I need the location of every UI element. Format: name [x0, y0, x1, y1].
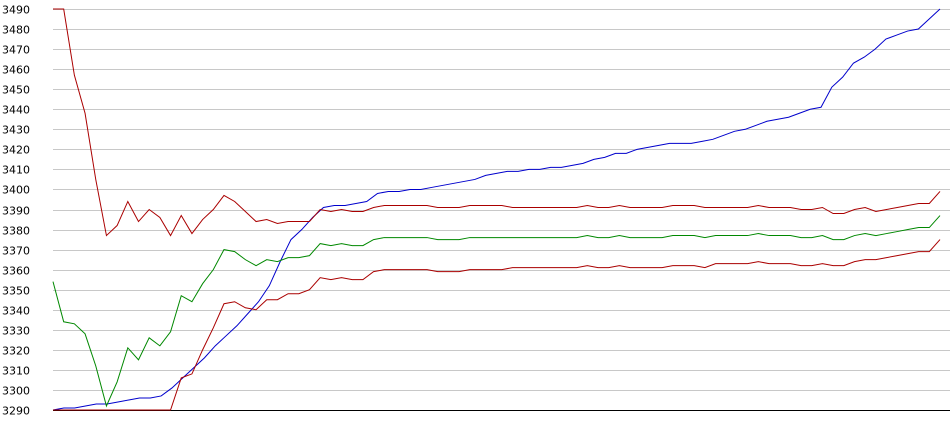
- y-tick-label: 3450: [2, 84, 30, 97]
- y-tick-label: 3440: [2, 104, 30, 117]
- y-tick-label: 3370: [2, 245, 30, 258]
- y-tick-label: 3310: [2, 365, 30, 378]
- gridlines: [53, 9, 950, 411]
- series-line-2: [53, 8, 941, 237]
- y-tick-label: 3350: [2, 285, 30, 298]
- y-tick-label: 3380: [2, 225, 30, 238]
- series-line-4: [53, 239, 941, 411]
- y-tick-label: 3300: [2, 385, 30, 398]
- y-axis-tick-labels: 3290 3300 3310 3320 3330 3340 3350 3360 3370 3380…: [2, 4, 30, 418]
- series-lines: [52, 8, 941, 411]
- series-line-3: [52, 215, 941, 408]
- series-line-1: [52, 8, 941, 411]
- y-tick-label: 3460: [2, 64, 30, 77]
- y-tick-label: 3420: [2, 144, 30, 157]
- y-tick-label: 3410: [2, 164, 30, 177]
- y-tick-label: 3400: [2, 184, 30, 197]
- y-tick-label: 3290: [2, 405, 30, 418]
- y-tick-label: 3390: [2, 205, 30, 218]
- y-tick-label: 3360: [2, 265, 30, 278]
- y-tick-label: 3490: [2, 4, 30, 17]
- y-tick-label: 3470: [2, 44, 30, 57]
- y-tick-label: 3430: [2, 124, 30, 137]
- y-tick-label: 3320: [2, 345, 30, 358]
- y-tick-label: 3340: [2, 305, 30, 318]
- y-tick-label: 3330: [2, 325, 30, 338]
- y-tick-label: 3480: [2, 24, 30, 37]
